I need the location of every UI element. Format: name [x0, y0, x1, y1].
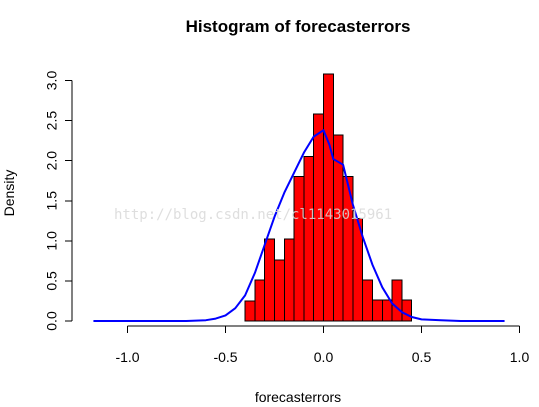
histogram-bar: [372, 299, 383, 322]
y-tick-label: 1.5: [44, 191, 60, 211]
x-axis: -1.0 -0.5 0.0 0.5 1.0: [115, 325, 530, 365]
y-tick-label: 3.0: [44, 71, 60, 91]
histogram-bar: [391, 279, 403, 322]
density-curve: [93, 129, 505, 322]
histogram-bar: [274, 259, 285, 322]
y-tick-label: 2.0: [44, 151, 60, 171]
x-tick-label: -0.5: [213, 349, 237, 365]
y-tick-label: 0.0: [44, 311, 60, 331]
y-tick-label: 1.0: [44, 231, 60, 251]
x-tick-label: 1.0: [510, 349, 530, 365]
histogram-bar: [323, 73, 334, 322]
chart-title: Histogram of forecasterrors: [186, 17, 411, 36]
histogram-bar: [401, 299, 413, 322]
histogram-bars: [244, 73, 413, 322]
histogram-bar: [264, 238, 276, 322]
watermark-text: http://blog.csdn.net/cl1143015961: [114, 207, 392, 223]
density-curve-layer: [93, 129, 505, 322]
histogram-bar: [254, 279, 266, 322]
x-tick-label: 0.0: [314, 349, 334, 365]
histogram-bar: [283, 238, 295, 322]
y-axis-label: Density: [1, 170, 17, 217]
histogram-bar: [303, 156, 315, 322]
y-tick-label: 0.5: [44, 271, 60, 291]
y-tick-label: 2.5: [44, 111, 60, 131]
histogram-bar: [381, 299, 393, 322]
histogram-bar: [362, 279, 374, 322]
x-tick-label: 0.5: [412, 349, 432, 365]
y-axis: 0.0 0.5 1.0 1.5 2.0 2.5 3.0: [44, 71, 73, 331]
x-axis-label: forecasterrors: [255, 389, 341, 405]
x-tick-label: -1.0: [115, 349, 139, 365]
histogram-bar: [293, 176, 305, 322]
histogram-bar: [244, 300, 256, 322]
